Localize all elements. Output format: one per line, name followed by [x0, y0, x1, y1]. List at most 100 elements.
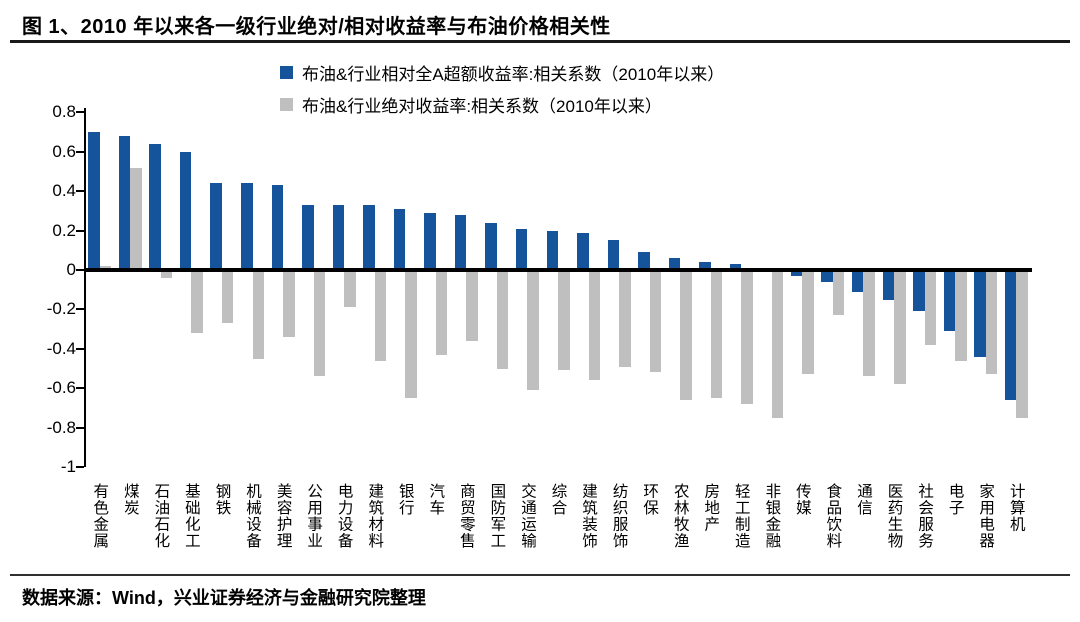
category-label: 通信: [854, 483, 872, 516]
category-label: 综合: [549, 483, 567, 516]
category-label: 建筑装饰: [580, 483, 598, 549]
bar: [88, 132, 100, 270]
y-axis-line: [84, 108, 86, 467]
bar: [771, 270, 784, 418]
bar: [619, 270, 631, 367]
y-axis-label: 0: [66, 260, 76, 279]
bar: [790, 270, 803, 276]
bar: [699, 262, 711, 270]
category-label: 食品饮料: [824, 483, 842, 549]
y-axis-tick: [76, 269, 84, 271]
category-label: 环保: [641, 483, 659, 516]
bar: [405, 270, 417, 399]
legend-item-absolute-return: 布油&行业绝对收益率:相关系数（2010年以来）: [280, 92, 724, 117]
bar: [393, 208, 406, 270]
bar: [638, 252, 650, 270]
bar: [882, 270, 895, 300]
category-label: 基础化工: [182, 483, 200, 549]
bar: [588, 270, 601, 381]
bar: [729, 264, 742, 270]
bar: [118, 136, 131, 270]
category-label: 商贸零售: [457, 483, 475, 549]
y-axis-tick: [76, 426, 84, 429]
bar: [649, 270, 662, 373]
category-label: 纺织服饰: [610, 483, 628, 549]
y-axis-label: -1: [60, 457, 76, 476]
category-label: 医药生物: [885, 483, 903, 549]
bar: [955, 270, 967, 361]
category-label: 国防军工: [488, 483, 506, 549]
bar: [466, 270, 478, 341]
bar: [374, 270, 387, 361]
bar: [802, 270, 814, 375]
bar: [821, 270, 833, 282]
bar: [363, 204, 375, 270]
bar: [332, 204, 345, 270]
category-label: 非银金融: [763, 483, 781, 549]
category-label: 美容护理: [274, 483, 292, 549]
legend-label: 布油&行业相对全A超额收益率:相关系数（2010年以来）: [302, 65, 725, 84]
legend-swatch-gray-icon: [280, 98, 293, 111]
legend-item-relative-return: 布油&行业相对全A超额收益率:相关系数（2010年以来）: [280, 60, 724, 85]
bar: [558, 270, 570, 371]
y-axis-label: 0.6: [52, 141, 76, 161]
bar: [943, 270, 956, 332]
bar: [241, 183, 253, 270]
category-label: 电子: [946, 483, 964, 516]
y-axis-tick: [76, 308, 84, 311]
y-axis-label: -0.2: [46, 299, 76, 319]
category-label: 电力设备: [335, 483, 353, 549]
bar: [924, 270, 937, 345]
y-axis-tick: [76, 387, 84, 390]
bar: [313, 270, 326, 377]
y-axis-label: -0.4: [46, 338, 76, 358]
bar: [515, 228, 528, 270]
bar: [1016, 270, 1028, 418]
bar: [710, 270, 723, 399]
y-axis-tick: [76, 150, 84, 153]
bar: [454, 214, 467, 270]
category-label: 房地产: [702, 483, 720, 533]
category-label: 社会服务: [916, 483, 934, 549]
bar: [344, 270, 356, 308]
category-label: 银行: [396, 483, 414, 516]
category-label: 钢铁: [213, 483, 231, 516]
bar: [149, 143, 161, 270]
bar: [435, 270, 448, 355]
footer-rule: [10, 574, 1070, 576]
bar: [607, 240, 620, 270]
bar: [680, 270, 692, 401]
bar: [894, 270, 906, 385]
category-label: 家用电器: [977, 483, 995, 549]
zero-axis-line: [84, 268, 1032, 272]
bar: [210, 183, 222, 270]
bar: [130, 167, 142, 270]
category-label: 煤炭: [121, 483, 139, 516]
category-label: 有色金属: [91, 483, 109, 549]
bar: [179, 151, 192, 270]
source-note: 数据来源：Wind，兴业证券经济与金融研究院整理: [22, 588, 426, 608]
y-axis-tick: [76, 111, 84, 114]
bar: [863, 270, 875, 377]
category-label: 农林牧渔: [671, 483, 689, 549]
y-axis-tick: [76, 466, 84, 468]
bar: [302, 204, 314, 270]
category-label: 传媒: [793, 483, 811, 516]
legend-label: 布油&行业绝对收益率:相关系数（2010年以来）: [302, 97, 662, 116]
y-axis-label: 0.8: [52, 102, 76, 122]
y-axis-label: -0.6: [46, 378, 76, 398]
bar: [496, 270, 509, 369]
bar: [851, 270, 864, 292]
y-axis-label: 0.4: [52, 181, 76, 201]
bar: [160, 270, 173, 278]
bar: [832, 270, 845, 316]
bar: [577, 232, 589, 270]
y-axis-label: -0.8: [46, 417, 76, 437]
bar: [221, 270, 234, 324]
category-label: 交通运输: [518, 483, 536, 549]
bar: [252, 270, 265, 359]
bar: [271, 185, 284, 270]
bar: [974, 270, 986, 357]
y-axis-label: 0.2: [52, 220, 76, 240]
